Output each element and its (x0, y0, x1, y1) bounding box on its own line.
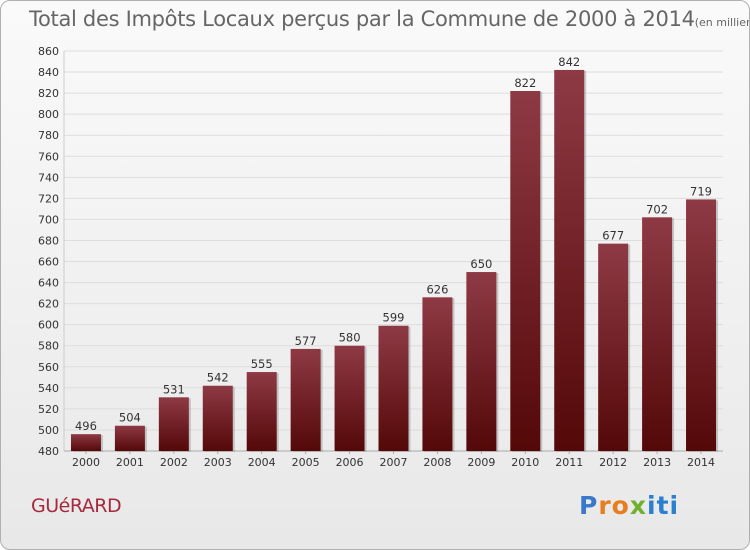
data-label-2004: 555 (251, 357, 273, 371)
bar-2009 (466, 272, 497, 451)
x-tick-label-2009: 2009 (467, 456, 495, 469)
logo-letter: i (647, 491, 657, 520)
y-tick-label-500: 500 (38, 424, 59, 437)
chart-title: Total des Impôts Locaux perçus par la Co… (29, 7, 749, 31)
y-tick-label-580: 580 (38, 340, 59, 353)
y-tick-label-840: 840 (38, 66, 59, 79)
data-label-2008: 626 (426, 282, 448, 296)
y-tick-label-740: 740 (38, 171, 59, 184)
axis-layer: 480 500 520 540 560 580 600 620 640 660 680 700 720 7… (38, 45, 723, 469)
label-layer: 496 504 531 542 555 577 580 599 626 650 822 842 677 7… (75, 55, 712, 433)
commune-name: GUéRARD (31, 495, 122, 517)
data-label-2013: 702 (646, 202, 668, 216)
x-tick-label-2006: 2006 (336, 456, 364, 469)
x-tick-label-2014: 2014 (687, 456, 715, 469)
data-label-2001: 504 (119, 411, 141, 425)
logo-letter: r (598, 491, 612, 520)
bar-2010 (510, 91, 541, 451)
bar-2001 (114, 425, 145, 451)
x-tick-label-2004: 2004 (248, 456, 276, 469)
bar-2011 (554, 69, 585, 452)
data-label-2002: 531 (163, 382, 185, 396)
x-tick-label-2011: 2011 (555, 456, 583, 469)
bar-2005 (290, 348, 321, 451)
y-tick-label-640: 640 (38, 277, 59, 290)
bar-2007 (378, 325, 409, 451)
x-tick-label-2008: 2008 (423, 456, 451, 469)
data-label-2007: 599 (383, 311, 405, 325)
bar-2000 (70, 434, 101, 451)
y-tick-label-820: 820 (38, 87, 59, 100)
logo-letter: i (669, 491, 680, 520)
x-tick-label-2013: 2013 (643, 456, 671, 469)
data-label-2012: 677 (602, 229, 624, 243)
data-label-2011: 842 (558, 55, 580, 69)
x-tick-label-2012: 2012 (599, 456, 627, 469)
y-tick-label-520: 520 (38, 403, 59, 416)
y-tick-label-620: 620 (38, 298, 59, 311)
logo-letter: x (629, 491, 647, 520)
data-label-2014: 719 (690, 184, 712, 198)
data-label-2005: 577 (295, 334, 317, 348)
y-tick-label-720: 720 (38, 192, 59, 205)
x-tick-label-2007: 2007 (380, 456, 408, 469)
y-tick-label-760: 760 (38, 150, 59, 163)
y-tick-label-480: 480 (38, 445, 59, 458)
bar-2004 (246, 372, 277, 451)
x-tick-label-2003: 2003 (204, 456, 232, 469)
data-label-2009: 650 (470, 257, 492, 271)
y-tick-label-800: 800 (38, 108, 59, 121)
x-tick-label-2000: 2000 (72, 456, 100, 469)
data-label-2003: 542 (207, 371, 229, 385)
data-label-2006: 580 (339, 331, 361, 345)
bar-2002 (158, 397, 189, 451)
x-tick-label-2005: 2005 (292, 456, 320, 469)
y-tick-label-780: 780 (38, 129, 59, 142)
logo-letter: o (611, 491, 630, 520)
x-tick-label-2001: 2001 (116, 456, 144, 469)
chart-title-unit: (en milliers d'€) (694, 16, 749, 29)
bar-layer (70, 69, 719, 453)
x-tick-label-2010: 2010 (511, 456, 539, 469)
x-tick-label-2002: 2002 (160, 456, 188, 469)
y-tick-label-700: 700 (38, 213, 59, 226)
y-tick-label-660: 660 (38, 256, 59, 269)
y-tick-label-680: 680 (38, 234, 59, 247)
bar-2014 (686, 199, 717, 451)
bar-2003 (202, 385, 233, 451)
data-label-2000: 496 (75, 419, 97, 433)
bar-2012 (598, 243, 629, 451)
proxiti-logo[interactable]: Proxiti (579, 491, 679, 520)
logo-letter: t (656, 491, 670, 520)
y-tick-label-540: 540 (38, 382, 59, 395)
bar-2013 (642, 217, 673, 451)
bar-2008 (422, 297, 453, 451)
chart-title-text: Total des Impôts Locaux perçus par la Co… (29, 7, 695, 31)
data-label-2010: 822 (514, 76, 536, 90)
y-tick-label-560: 560 (38, 361, 59, 374)
logo-letter: P (579, 491, 599, 520)
y-tick-label-860: 860 (38, 45, 59, 58)
bar-2006 (334, 345, 365, 451)
y-tick-label-600: 600 (38, 319, 59, 332)
